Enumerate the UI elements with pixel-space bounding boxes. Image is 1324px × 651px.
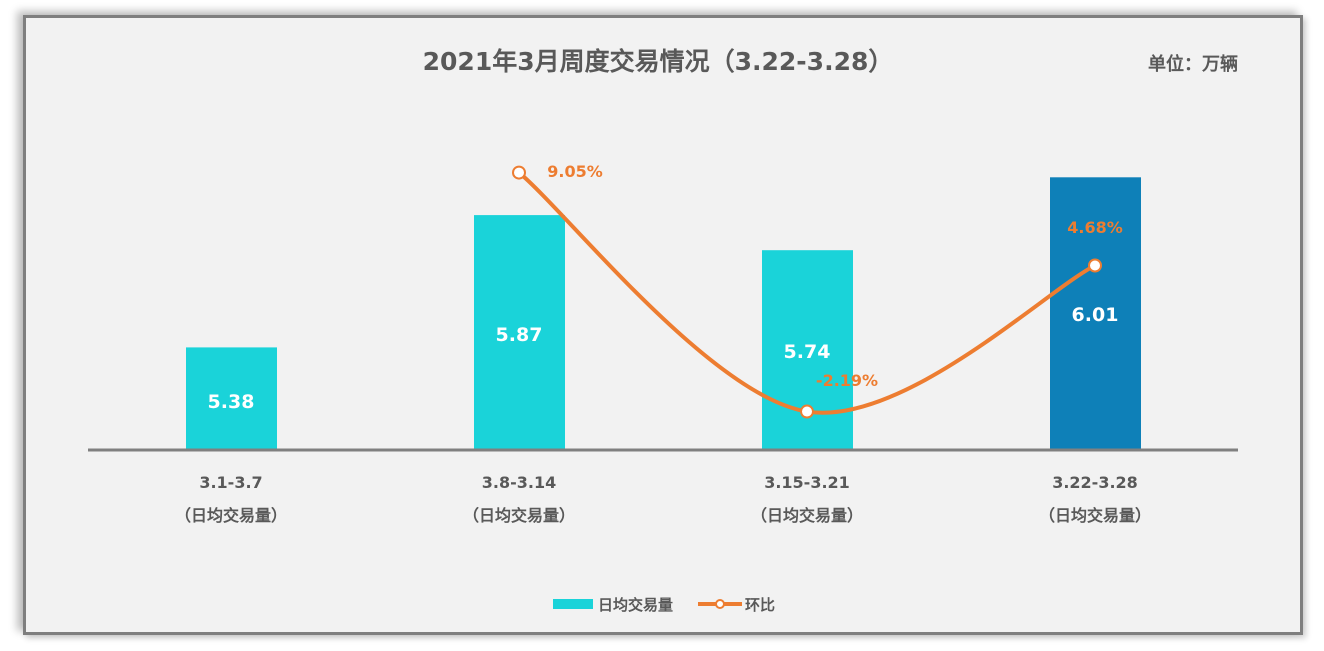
line-point <box>1088 258 1102 273</box>
bar-data-label: 5.87 <box>496 324 543 346</box>
line-data-label: -2.19% <box>816 371 878 390</box>
x-tick-sublabel: （日均交易量） <box>1039 506 1151 525</box>
bar-3.1-3.7 <box>186 347 277 450</box>
line-data-label: 4.68% <box>1067 218 1123 237</box>
chart-frame: 2021年3月周度交易情况（3.22-3.28） 单位：万辆 5.38 5.87 5.7… <box>23 15 1303 635</box>
legend-marker-line <box>715 599 725 609</box>
x-tick-label: 3.1-3.7 <box>199 473 262 492</box>
x-tick-sublabel: （日均交易量） <box>463 506 575 525</box>
bar-3.8-3.14 <box>474 215 565 450</box>
line-point <box>800 404 814 419</box>
bar-3.22-3.28 <box>1050 177 1141 451</box>
chart-title: 2021年3月周度交易情况（3.22-3.28） <box>423 47 894 76</box>
x-tick-label: 3.8-3.14 <box>482 473 556 492</box>
line-point <box>512 165 526 180</box>
x-tick-sublabel: （日均交易量） <box>751 506 863 525</box>
bar-data-label: 5.74 <box>784 341 831 363</box>
x-tick-label: 3.22-3.28 <box>1052 473 1138 492</box>
x-tick-sublabel: （日均交易量） <box>175 506 287 525</box>
line-data-label: 9.05% <box>547 162 603 181</box>
legend-swatch-bar <box>553 599 593 609</box>
chart-svg: 2021年3月周度交易情况（3.22-3.28） 单位：万辆 5.38 5.87 5.7… <box>88 47 1238 614</box>
legend-label-line: 环比 <box>745 596 775 614</box>
bar-data-label: 6.01 <box>1072 304 1119 326</box>
bar-data-label: 5.38 <box>208 391 255 413</box>
unit-label: 单位：万辆 <box>1148 53 1238 75</box>
legend-label-bar: 日均交易量 <box>598 596 673 614</box>
x-tick-label: 3.15-3.21 <box>764 473 850 492</box>
